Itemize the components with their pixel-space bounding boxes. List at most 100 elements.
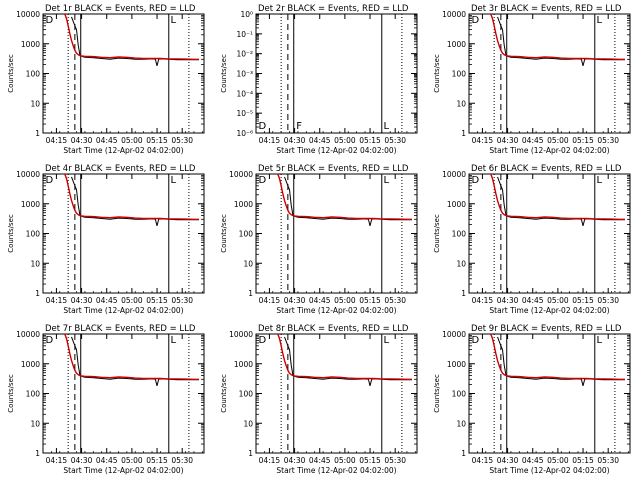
x-tick-label: 04:15 — [472, 136, 494, 145]
x-tick-label: 04:45 — [522, 296, 544, 305]
y-tick-label: 1000 — [21, 360, 40, 369]
detector-panel-1: Det 1r BLACK = Events, RED = LLD 1 10 100 10… — [7, 4, 205, 155]
event-marker: F — [296, 121, 302, 132]
y-axis-label: Counts/sec — [7, 214, 15, 253]
y-tick-label: 1 — [461, 129, 466, 138]
y-tick-label: 1 — [461, 449, 466, 458]
x-tick-label: 04:45 — [309, 136, 331, 145]
lld-series-line — [490, 173, 625, 220]
y-tick-label: 10 — [30, 99, 40, 108]
x-tick-label: 04:30 — [497, 456, 519, 465]
x-tick-label: 04:15 — [472, 456, 494, 465]
x-tick-label: 05:30 — [171, 296, 193, 305]
detector-panel-4: Det 4r BLACK = Events, RED = LLD 1 10 100 10… — [7, 164, 205, 315]
y-tick-label: 1000 — [21, 200, 40, 209]
event-marker: L — [383, 175, 389, 186]
x-tick-label: 05:00 — [121, 456, 143, 465]
x-tick-label: 04:30 — [497, 296, 519, 305]
x-axis-label: Start Time (12-Apr-02 04:02:00) — [63, 466, 183, 475]
x-tick-label: 05:15 — [146, 456, 168, 465]
plot-frame — [42, 13, 205, 134]
y-tick-label: 10 — [456, 99, 466, 108]
event-marker: L — [383, 121, 389, 132]
detector-panel-9: Det 9r BLACK = Events, RED = LLD 1 10 100 10… — [433, 324, 631, 475]
x-tick-label: 04:45 — [96, 456, 118, 465]
y-tick-label: 10⁰ — [240, 10, 253, 19]
y-tick-label: 100 — [26, 390, 41, 399]
y-tick-label: 10⁻⁵ — [236, 109, 253, 118]
y-tick-label: 10000 — [229, 330, 253, 339]
y-axis-label: Counts/sec — [7, 54, 15, 93]
plot-frame — [468, 13, 631, 134]
x-tick-label: 05:15 — [359, 296, 381, 305]
x-axis-label: Start Time (12-Apr-02 04:02:00) — [63, 146, 183, 155]
y-tick-label: 10 — [30, 419, 40, 428]
y-axis-label: Counts/sec — [433, 54, 441, 93]
plot-frame — [255, 13, 418, 134]
x-tick-label: 04:30 — [284, 136, 306, 145]
event-marker: L — [170, 335, 176, 346]
event-marker: D — [46, 175, 54, 186]
y-tick-label: 10000 — [442, 10, 466, 19]
event-marker: D — [46, 335, 54, 346]
x-tick-label: 04:45 — [309, 296, 331, 305]
y-tick-label: 10 — [243, 259, 253, 268]
x-tick-label: 04:15 — [259, 456, 281, 465]
x-tick-label: 05:00 — [334, 296, 356, 305]
x-axis-label: Start Time (12-Apr-02 04:02:00) — [489, 146, 609, 155]
panel-title: Det 8r BLACK = Events, RED = LLD — [258, 324, 409, 334]
y-tick-label: 1 — [248, 289, 253, 298]
y-tick-label: 1000 — [447, 200, 466, 209]
x-tick-label: 05:30 — [384, 456, 406, 465]
y-tick-label: 100 — [239, 390, 254, 399]
y-tick-label: 1 — [461, 289, 466, 298]
y-axis-label: Counts/sec — [7, 374, 15, 413]
x-tick-label: 05:15 — [572, 456, 594, 465]
x-axis-label: Start Time (12-Apr-02 04:02:00) — [276, 466, 396, 475]
y-tick-label: 10⁻³ — [236, 70, 253, 79]
event-marker: L — [596, 335, 602, 346]
plot-frame — [42, 173, 205, 294]
lld-series-line — [64, 173, 199, 220]
y-tick-label: 1 — [35, 289, 40, 298]
x-tick-label: 04:15 — [46, 296, 68, 305]
panel-title: Det 1r BLACK = Events, RED = LLD — [45, 4, 196, 14]
lld-series-line — [277, 173, 412, 220]
plot-frame — [42, 333, 205, 454]
event-marker: L — [596, 175, 602, 186]
x-axis-label: Start Time (12-Apr-02 04:02:00) — [489, 306, 609, 315]
x-tick-label: 04:15 — [472, 296, 494, 305]
detector-panel-3: Det 3r BLACK = Events, RED = LLD 1 10 100 10… — [433, 4, 631, 155]
event-marker: L — [170, 175, 176, 186]
lld-series-line — [490, 13, 625, 60]
y-tick-label: 1000 — [447, 360, 466, 369]
detector-panel-7: Det 7r BLACK = Events, RED = LLD 1 10 100 10… — [7, 324, 205, 475]
y-tick-label: 10⁻⁶ — [236, 129, 253, 138]
panel-title: Det 4r BLACK = Events, RED = LLD — [45, 164, 196, 174]
y-tick-label: 1 — [35, 449, 40, 458]
y-tick-label: 100 — [452, 390, 467, 399]
x-tick-label: 04:30 — [71, 136, 93, 145]
y-axis-label: Counts/sec — [220, 374, 228, 413]
x-tick-label: 05:00 — [121, 136, 143, 145]
y-tick-label: 10⁻⁴ — [236, 89, 253, 98]
y-tick-label: 100 — [452, 230, 467, 239]
y-tick-label: 1000 — [234, 360, 253, 369]
panel-title: Det 5r BLACK = Events, RED = LLD — [258, 164, 409, 174]
x-tick-label: 05:30 — [171, 456, 193, 465]
x-tick-label: 05:00 — [334, 136, 356, 145]
x-tick-label: 05:15 — [146, 136, 168, 145]
y-tick-label: 100 — [26, 70, 41, 79]
x-tick-label: 04:45 — [96, 136, 118, 145]
x-axis-label: Start Time (12-Apr-02 04:02:00) — [63, 306, 183, 315]
detector-panel-6: Det 6r BLACK = Events, RED = LLD 1 10 100 10… — [433, 164, 631, 315]
x-tick-label: 05:15 — [359, 456, 381, 465]
lld-series-line — [64, 13, 199, 60]
y-tick-label: 1000 — [21, 40, 40, 49]
y-tick-label: 1000 — [234, 200, 253, 209]
x-tick-label: 04:30 — [71, 456, 93, 465]
plot-frame — [468, 173, 631, 294]
event-marker: D — [259, 121, 267, 132]
y-tick-label: 10⁻² — [236, 50, 253, 59]
y-tick-label: 10 — [30, 259, 40, 268]
